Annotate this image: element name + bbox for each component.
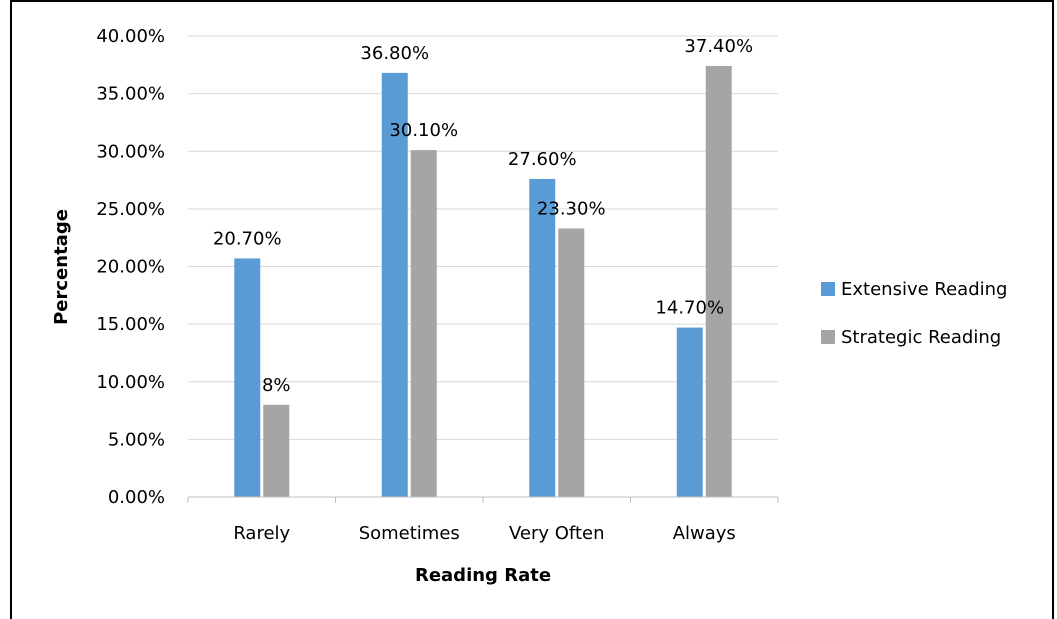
x-tick-label: Sometimes <box>359 523 460 544</box>
y-tick-label: 15.00% <box>96 314 165 335</box>
bar <box>410 150 437 497</box>
y-tick-label: 30.00% <box>96 141 165 162</box>
y-tick-label: 40.00% <box>96 26 165 47</box>
y-tick-label: 20.00% <box>96 257 165 278</box>
legend-label: Strategic Reading <box>841 327 1001 348</box>
y-tick-label: 10.00% <box>96 372 165 393</box>
y-tick-label: 25.00% <box>96 199 165 220</box>
y-tick-label: 0.00% <box>108 487 165 508</box>
legend-swatch <box>821 282 835 296</box>
data-label: 8% <box>262 375 291 396</box>
data-label: 36.80% <box>360 43 429 64</box>
data-labels: 20.70% 36.80% 27.60% 14.70% 8% 30.10% 23.30% 37… <box>213 36 753 396</box>
bar <box>381 72 408 497</box>
y-axis-ticks: 0.00% 5.00% 10.00% 15.00% 20.00% 25.00% 30.00%… <box>96 26 165 508</box>
bars <box>234 65 732 497</box>
legend: Extensive Reading Strategic Reading <box>821 279 1007 348</box>
x-tick-label: Always <box>673 523 736 544</box>
bar <box>558 228 585 497</box>
bar <box>263 404 290 497</box>
data-label: 20.70% <box>213 228 282 249</box>
y-tick-label: 5.00% <box>108 429 165 450</box>
bar <box>529 178 556 497</box>
y-tick-label: 35.00% <box>96 84 165 105</box>
data-label: 30.10% <box>389 120 458 141</box>
x-axis-title: Reading Rate <box>415 565 551 586</box>
data-label: 23.30% <box>537 198 606 219</box>
legend-swatch <box>821 330 835 344</box>
axes <box>187 496 779 503</box>
y-axis-title: Percentage <box>51 209 72 325</box>
data-label: 14.70% <box>655 298 724 319</box>
x-tick-label: Rarely <box>233 523 290 544</box>
bar <box>676 327 703 497</box>
data-label: 27.60% <box>508 149 577 170</box>
chart-frame <box>10 0 1054 619</box>
bar <box>234 258 261 497</box>
data-label: 37.40% <box>684 36 753 57</box>
x-tick-label: Very Often <box>509 523 605 544</box>
bar <box>705 65 732 497</box>
legend-label: Extensive Reading <box>841 279 1007 300</box>
x-axis-ticks: Rarely Sometimes Very Often Always <box>233 523 735 544</box>
